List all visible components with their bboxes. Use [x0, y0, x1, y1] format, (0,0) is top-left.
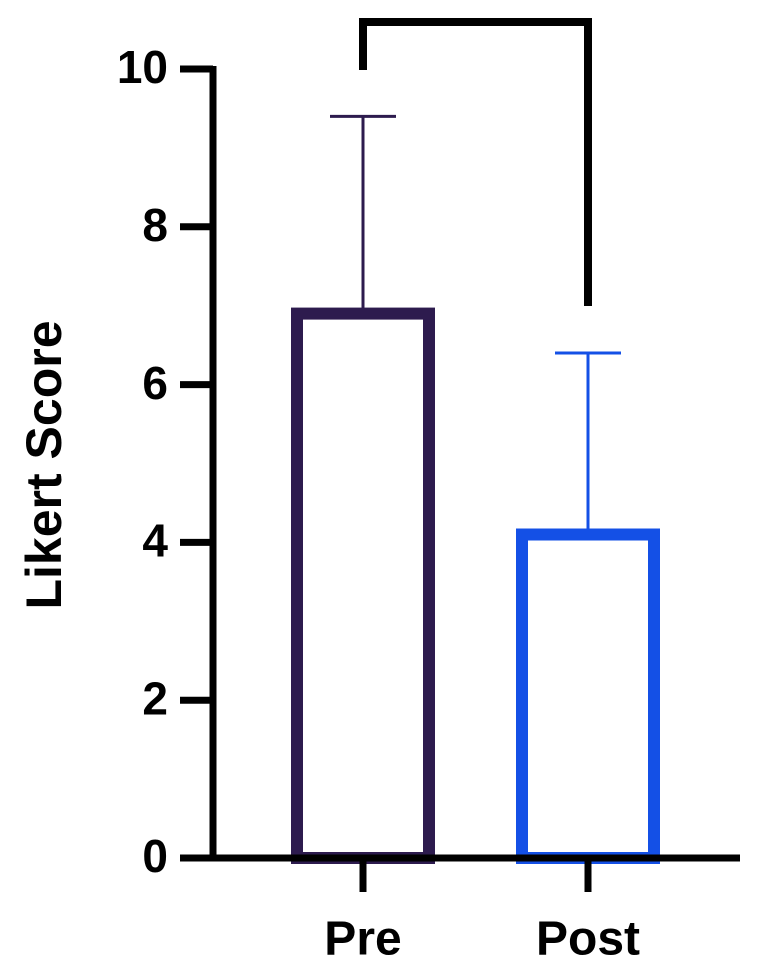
y-tick-label: 4 [142, 515, 168, 567]
y-tick-label: 6 [142, 357, 168, 409]
bar [516, 528, 660, 864]
x-tick-label: Pre [324, 913, 401, 966]
y-tick-label: 8 [142, 199, 168, 251]
x-tick-label: Post [536, 913, 640, 966]
y-tick-label: 10 [117, 41, 168, 93]
y-tick-label: 2 [142, 672, 168, 724]
y-tick-label: 0 [142, 830, 168, 882]
y-axis-label: Likert Score [16, 320, 72, 609]
bar [291, 307, 435, 864]
significance-bracket [359, 18, 592, 306]
